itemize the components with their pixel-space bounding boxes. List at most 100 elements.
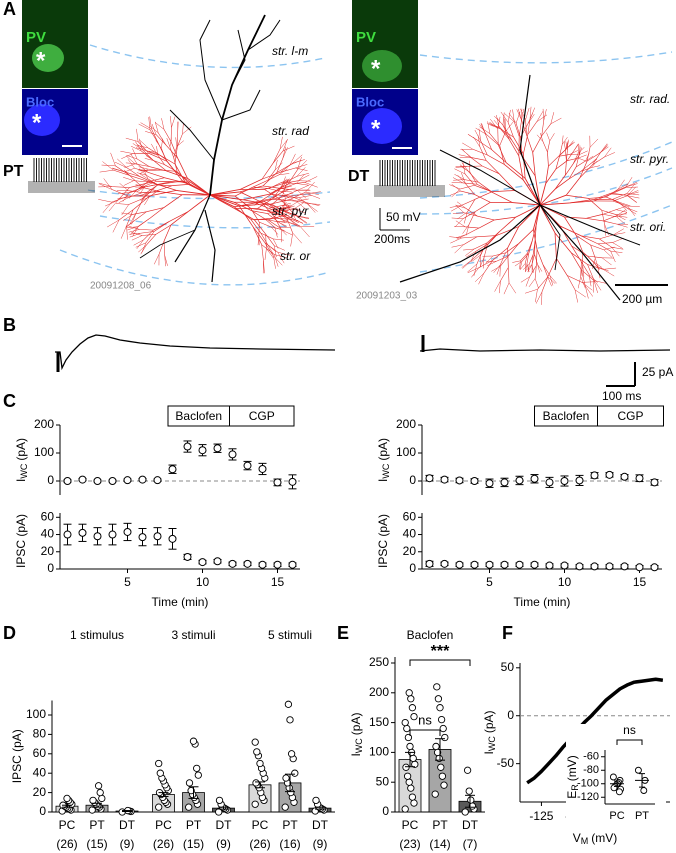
dendrite bbox=[455, 204, 467, 209]
dendrite bbox=[592, 152, 601, 165]
dendrite bbox=[603, 215, 617, 222]
dendrite bbox=[522, 153, 526, 179]
dendrite bbox=[574, 289, 586, 298]
dendrite bbox=[270, 226, 279, 235]
phase-label: Baclofen bbox=[175, 409, 222, 423]
dendrite bbox=[625, 177, 633, 188]
dendrite bbox=[295, 167, 308, 171]
dendrite bbox=[503, 115, 505, 128]
scale-label: 100 ms bbox=[602, 389, 641, 403]
dendrite bbox=[527, 121, 537, 135]
dendrite bbox=[102, 202, 113, 213]
dendrite bbox=[611, 246, 624, 250]
dendrite bbox=[589, 138, 599, 148]
dendrite bbox=[527, 114, 535, 125]
dendrite bbox=[155, 134, 167, 146]
dendrite bbox=[122, 214, 133, 221]
dendrite bbox=[541, 120, 544, 136]
dendrite bbox=[113, 169, 130, 176]
dendrite bbox=[534, 265, 537, 279]
dendrite bbox=[99, 169, 114, 173]
dendrite bbox=[264, 242, 274, 257]
dendrite bbox=[599, 234, 614, 240]
dendrite bbox=[601, 209, 616, 215]
dendrite bbox=[612, 193, 628, 200]
dendrite bbox=[464, 173, 475, 186]
dendrite bbox=[485, 160, 500, 174]
dendrite bbox=[450, 237, 462, 244]
dendrite bbox=[454, 168, 466, 175]
dendrite bbox=[478, 181, 493, 193]
dendrite bbox=[163, 194, 183, 208]
dendrite bbox=[625, 207, 637, 215]
data-point bbox=[88, 806, 96, 814]
dendrite bbox=[455, 166, 468, 168]
data-point bbox=[440, 781, 448, 789]
phase-label: CGP bbox=[249, 409, 275, 423]
dendrite bbox=[514, 261, 523, 267]
data-point bbox=[439, 724, 447, 733]
dendrite bbox=[296, 173, 309, 177]
dendrite bbox=[173, 157, 178, 172]
data-point bbox=[403, 724, 411, 733]
label-part: R bbox=[570, 784, 580, 791]
dendrite bbox=[273, 216, 282, 231]
dendrite bbox=[581, 270, 586, 286]
dendrite bbox=[281, 188, 298, 191]
dendrite bbox=[267, 219, 280, 228]
dendrite bbox=[589, 158, 597, 165]
dendrite bbox=[525, 276, 530, 287]
dendrite bbox=[498, 280, 501, 294]
dendrite bbox=[467, 134, 479, 142]
dendrite bbox=[556, 258, 568, 276]
dendrite bbox=[274, 207, 289, 214]
dendrite bbox=[467, 267, 480, 274]
dendrite bbox=[479, 146, 487, 161]
dendrite bbox=[306, 202, 320, 206]
layer-label: str. l-m bbox=[272, 44, 308, 58]
dendrite bbox=[164, 255, 166, 267]
dendrite bbox=[254, 219, 266, 235]
label-part: WC bbox=[19, 463, 29, 478]
dendrite bbox=[142, 149, 153, 160]
label-part: IPSC (pA) bbox=[10, 729, 24, 783]
y-tick-label: 0 bbox=[47, 561, 54, 575]
dendrite bbox=[307, 193, 321, 199]
significance-label: ns bbox=[623, 723, 636, 737]
data-point bbox=[153, 476, 162, 485]
dendrite bbox=[135, 186, 146, 191]
dendrite bbox=[457, 211, 468, 220]
x-tick-label: DT bbox=[119, 818, 136, 832]
dendrite bbox=[264, 183, 284, 190]
dendrite bbox=[493, 119, 502, 130]
dendrite bbox=[508, 113, 517, 124]
dendrite bbox=[164, 254, 168, 266]
data-point bbox=[187, 787, 195, 795]
dendrite bbox=[603, 267, 617, 270]
dendrite bbox=[507, 122, 514, 138]
dendrite bbox=[291, 211, 302, 220]
dendrite bbox=[292, 159, 305, 164]
data-point bbox=[213, 444, 222, 453]
label-part: IPSC (pA) bbox=[14, 514, 28, 568]
dendrite bbox=[500, 267, 509, 281]
dendrite bbox=[281, 209, 297, 216]
data-point bbox=[461, 808, 469, 816]
dendrite bbox=[121, 153, 133, 159]
dendrite bbox=[174, 163, 186, 184]
dendrite bbox=[129, 175, 151, 183]
dendrite bbox=[160, 191, 183, 196]
data-point bbox=[153, 532, 162, 541]
pv-cell bbox=[362, 50, 402, 82]
dendrite bbox=[586, 147, 591, 162]
cell-type: DT bbox=[348, 168, 370, 185]
dendrite bbox=[500, 252, 506, 265]
data-point bbox=[193, 764, 201, 772]
dendrite bbox=[554, 232, 557, 259]
significance-label: ns bbox=[418, 712, 432, 727]
dendrite bbox=[617, 183, 629, 190]
dendrite bbox=[176, 171, 191, 185]
dendrite bbox=[264, 248, 267, 261]
dendrite bbox=[478, 273, 485, 285]
dendrite bbox=[296, 201, 307, 210]
